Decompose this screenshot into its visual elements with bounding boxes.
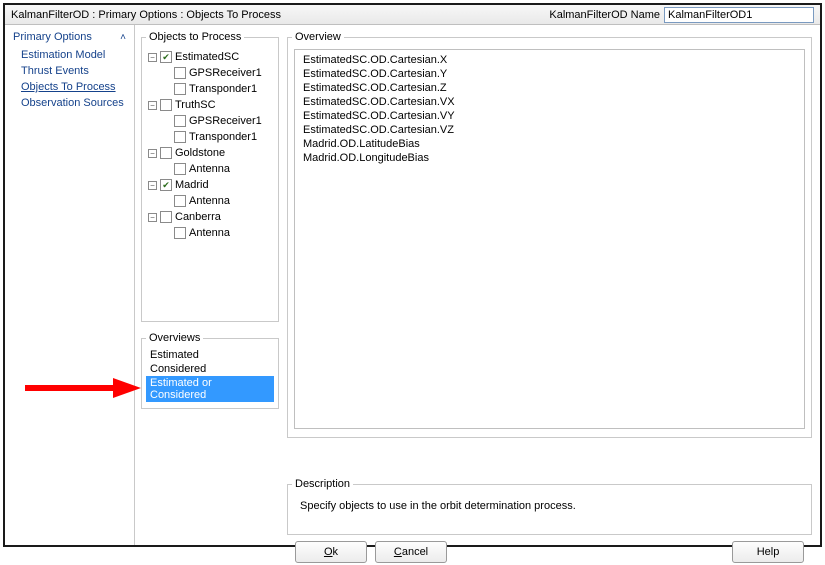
overview-line: EstimatedSC.OD.Cartesian.Z [303, 82, 796, 96]
nav-header-label: Primary Options [13, 31, 92, 43]
ok-button[interactable]: Ok [295, 541, 367, 563]
tree-node-gpsreceiver1[interactable]: GPSReceiver1 [160, 65, 274, 81]
tree-node-madrid[interactable]: −✔Madrid [146, 177, 274, 193]
tree-label: Antenna [189, 163, 230, 175]
collapse-icon[interactable]: − [148, 149, 157, 158]
help-button[interactable]: Help [732, 541, 804, 563]
nav-item-estimation-model[interactable]: Estimation Model [5, 47, 134, 63]
tree-label: Madrid [175, 179, 209, 191]
tree-node-truthsc[interactable]: − TruthSC [146, 97, 274, 113]
overview-line: EstimatedSC.OD.Cartesian.VZ [303, 124, 796, 138]
checkbox[interactable] [160, 211, 172, 223]
description-legend: Description [292, 478, 353, 490]
tree-label: Canberra [175, 211, 221, 223]
checkbox[interactable] [160, 99, 172, 111]
overview-line: EstimatedSC.OD.Cartesian.Y [303, 68, 796, 82]
overview-line: EstimatedSC.OD.Cartesian.VX [303, 96, 796, 110]
overview-line: EstimatedSC.OD.Cartesian.X [303, 54, 796, 68]
tree-label: TruthSC [175, 99, 216, 111]
overview-option-considered[interactable]: Considered [146, 362, 274, 376]
tree-node-transponder1[interactable]: Transponder1 [160, 129, 274, 145]
tree-node-antenna[interactable]: Antenna [160, 225, 274, 241]
overviews-panel: Overviews EstimatedConsideredEstimated o… [141, 332, 279, 409]
objects-legend: Objects to Process [146, 31, 244, 43]
overview-panel: Overview EstimatedSC.OD.Cartesian.XEstim… [287, 31, 812, 438]
overview-option-estimated[interactable]: Estimated [146, 348, 274, 362]
overview-line: EstimatedSC.OD.Cartesian.VY [303, 110, 796, 124]
tree-node-antenna[interactable]: Antenna [160, 193, 274, 209]
button-bar: Ok Cancel Help [287, 535, 812, 565]
checkbox[interactable] [174, 163, 186, 175]
description-text: Specify objects to use in the orbit dete… [292, 494, 807, 528]
collapse-icon: ˄ [120, 32, 126, 43]
description-panel: Description Specify objects to use in th… [287, 478, 812, 535]
nav-item-observation-sources[interactable]: Observation Sources [5, 95, 134, 111]
nav-item-thrust-events[interactable]: Thrust Events [5, 63, 134, 79]
tree-label: GPSReceiver1 [189, 67, 262, 79]
nav-panel: Primary Options ˄ Estimation ModelThrust… [5, 25, 135, 545]
tree-label: Transponder1 [189, 83, 257, 95]
tree-node-estimatedsc[interactable]: −✔EstimatedSC [146, 49, 274, 65]
checkbox[interactable] [174, 131, 186, 143]
overviews-legend: Overviews [146, 332, 203, 344]
cancel-button[interactable]: Cancel [375, 541, 447, 563]
tree-node-gpsreceiver1[interactable]: GPSReceiver1 [160, 113, 274, 129]
overview-legend: Overview [292, 31, 344, 43]
overview-line: Madrid.OD.LongitudeBias [303, 152, 796, 166]
nav-header[interactable]: Primary Options ˄ [5, 29, 134, 47]
tree-node-antenna[interactable]: Antenna [160, 161, 274, 177]
checkbox[interactable] [174, 227, 186, 239]
collapse-icon[interactable]: − [148, 181, 157, 190]
tree-label: Goldstone [175, 147, 225, 159]
tree-node-goldstone[interactable]: − Goldstone [146, 145, 274, 161]
objects-to-process-panel: Objects to Process −✔EstimatedSCGPSRecei… [141, 31, 279, 322]
titlebar: KalmanFilterOD : Primary Options : Objec… [5, 5, 820, 25]
checkbox[interactable] [174, 195, 186, 207]
tree-label: EstimatedSC [175, 51, 239, 63]
overview-option-estimated-or-considered[interactable]: Estimated or Considered [146, 376, 274, 402]
tree-label: Antenna [189, 195, 230, 207]
tree-label: Antenna [189, 227, 230, 239]
overview-content: EstimatedSC.OD.Cartesian.XEstimatedSC.OD… [294, 49, 805, 429]
nav-item-objects-to-process[interactable]: Objects To Process [5, 79, 134, 95]
objects-tree[interactable]: −✔EstimatedSCGPSReceiver1Transponder1−Tr… [146, 47, 274, 315]
window-title: KalmanFilterOD : Primary Options : Objec… [11, 9, 281, 21]
collapse-icon[interactable]: − [148, 213, 157, 222]
checkbox[interactable] [174, 83, 186, 95]
collapse-icon[interactable]: − [148, 53, 157, 62]
tree-label: GPSReceiver1 [189, 115, 262, 127]
checkbox[interactable] [174, 115, 186, 127]
tree-node-canberra[interactable]: − Canberra [146, 209, 274, 225]
name-input[interactable] [664, 7, 814, 23]
checkbox[interactable] [160, 147, 172, 159]
overview-line: Madrid.OD.LatitudeBias [303, 138, 796, 152]
tree-node-transponder1[interactable]: Transponder1 [160, 81, 274, 97]
name-label: KalmanFilterOD Name [549, 9, 660, 21]
tree-label: Transponder1 [189, 131, 257, 143]
checkbox[interactable]: ✔ [160, 179, 172, 191]
checkbox[interactable] [174, 67, 186, 79]
checkbox[interactable]: ✔ [160, 51, 172, 63]
collapse-icon[interactable]: − [148, 101, 157, 110]
